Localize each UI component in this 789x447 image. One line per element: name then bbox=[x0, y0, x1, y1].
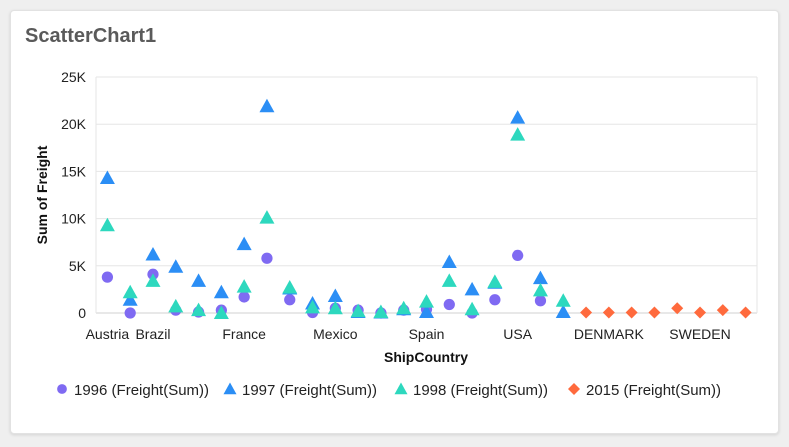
legend-marker-triangle-icon bbox=[394, 382, 408, 395]
data-point bbox=[555, 293, 571, 307]
data-point bbox=[512, 249, 524, 262]
data-point bbox=[305, 299, 321, 314]
data-point bbox=[555, 304, 571, 319]
legend-item: 1998 (Freight(Sum)) bbox=[413, 382, 548, 399]
data-point bbox=[580, 306, 593, 319]
data-point bbox=[213, 284, 229, 299]
data-point bbox=[532, 282, 548, 297]
data-point bbox=[489, 294, 501, 306]
data-point bbox=[441, 273, 457, 287]
data-point bbox=[261, 252, 273, 264]
chart-card: ScatterChart1 bbox=[10, 10, 779, 434]
data-point bbox=[602, 306, 615, 319]
legend-item: 1997 (Freight(Sum)) bbox=[242, 382, 377, 399]
data-point bbox=[213, 305, 229, 319]
y-axis-title: Sum of Freight bbox=[34, 145, 50, 244]
data-point bbox=[236, 236, 252, 251]
data-point bbox=[259, 210, 275, 224]
y-tick-label: 20K bbox=[61, 116, 87, 132]
legend-item: 1996 (Freight(Sum)) bbox=[74, 382, 209, 399]
data-point bbox=[534, 295, 547, 307]
data-point bbox=[191, 273, 207, 287]
data-point bbox=[236, 279, 252, 293]
x-axis-title: ShipCountry bbox=[384, 349, 468, 365]
data-point bbox=[284, 294, 296, 306]
data-point bbox=[487, 274, 503, 288]
x-tick-label: Spain bbox=[409, 326, 445, 342]
x-tick-label: Austria bbox=[86, 326, 130, 342]
data-point bbox=[739, 306, 752, 319]
data-point bbox=[238, 291, 250, 303]
data-point bbox=[510, 110, 526, 124]
x-tick-label: Brazil bbox=[135, 326, 170, 342]
data-point bbox=[373, 304, 389, 319]
y-tick-label: 15K bbox=[61, 163, 87, 179]
data-point bbox=[671, 302, 684, 315]
x-tick-label: France bbox=[222, 326, 266, 342]
data-point bbox=[282, 280, 298, 294]
data-point bbox=[122, 284, 138, 299]
data-point bbox=[99, 170, 115, 185]
data-point bbox=[124, 307, 136, 319]
data-point bbox=[443, 298, 455, 311]
data-point bbox=[99, 217, 115, 232]
data-point bbox=[419, 294, 434, 308]
data-point bbox=[327, 300, 343, 315]
data-point bbox=[694, 306, 707, 319]
data-point bbox=[464, 301, 480, 316]
x-tick-label: DENMARK bbox=[574, 326, 645, 342]
data-point bbox=[145, 246, 161, 261]
data-point bbox=[101, 271, 114, 283]
data-point bbox=[510, 127, 526, 141]
data-point bbox=[648, 306, 661, 319]
y-tick-label: 10K bbox=[61, 211, 87, 227]
data-point bbox=[122, 292, 138, 306]
legend-marker-circle-icon bbox=[57, 384, 67, 394]
data-point bbox=[168, 259, 184, 273]
x-tick-label: USA bbox=[503, 326, 532, 342]
data-point bbox=[350, 303, 366, 318]
data-point bbox=[625, 306, 638, 319]
y-tick-label: 5K bbox=[69, 258, 87, 274]
data-point bbox=[191, 302, 207, 317]
data-point bbox=[145, 273, 161, 287]
data-point bbox=[441, 254, 457, 269]
data-point bbox=[259, 98, 275, 113]
x-tick-label: Mexico bbox=[313, 326, 358, 342]
data-point bbox=[419, 304, 434, 319]
data-point bbox=[396, 300, 412, 315]
y-tick-label: 25K bbox=[61, 69, 87, 85]
legend-marker-diamond-icon bbox=[568, 383, 580, 395]
data-point bbox=[532, 270, 548, 285]
data-point bbox=[327, 288, 343, 303]
data-point bbox=[464, 281, 480, 296]
legend-marker-triangle-icon bbox=[223, 382, 237, 395]
data-point bbox=[168, 298, 184, 313]
legend-item: 2015 (Freight(Sum)) bbox=[586, 382, 721, 399]
x-tick-label: SWEDEN bbox=[669, 326, 730, 342]
data-point bbox=[716, 304, 729, 317]
chart-title: ScatterChart1 bbox=[25, 25, 157, 47]
y-tick-label: 0 bbox=[78, 305, 86, 321]
